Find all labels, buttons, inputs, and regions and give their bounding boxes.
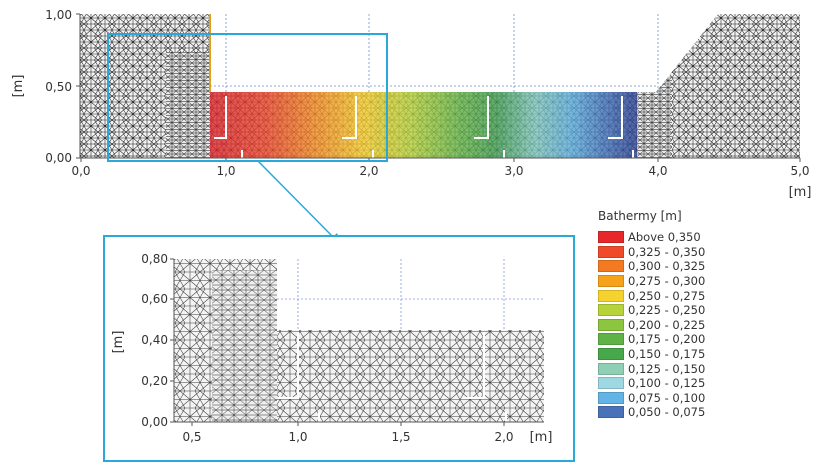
legend-label: 0,300 - 0,325 bbox=[628, 259, 706, 274]
zoom-y-tick-label: 0,80 bbox=[141, 252, 168, 266]
zoom-y-tick-label: 0,20 bbox=[141, 374, 168, 388]
zoom-gridlines bbox=[277, 259, 544, 330]
legend-label: 0,075 - 0,100 bbox=[628, 390, 706, 405]
gauge-markers bbox=[214, 96, 634, 158]
legend-swatch bbox=[598, 289, 624, 302]
legend-item: 0,200 - 0,225 bbox=[598, 318, 798, 333]
zoom-y-tick-label: 0,60 bbox=[141, 292, 168, 306]
legend-swatch bbox=[598, 362, 624, 375]
legend-item: 0,275 - 0,300 bbox=[598, 274, 798, 289]
legend-item: Above 0,350 bbox=[598, 230, 798, 245]
legend-label: Above 0,350 bbox=[628, 230, 701, 245]
legend-item: 0,250 - 0,275 bbox=[598, 288, 798, 303]
legend-label: 0,325 - 0,350 bbox=[628, 244, 706, 259]
legend-swatch bbox=[598, 348, 624, 361]
bathymetry-colour-field bbox=[210, 92, 637, 158]
zoom-coarse-zone bbox=[174, 259, 212, 422]
zoom-gauge-markers bbox=[278, 332, 507, 422]
top-x-tick-label: 0,0 bbox=[71, 164, 90, 178]
legend-label: 0,225 - 0,250 bbox=[628, 303, 706, 318]
legend-swatch bbox=[598, 231, 624, 244]
legend-items: Above 0,350 0,325 - 0,350 0,300 - 0,325 0,2… bbox=[598, 230, 798, 420]
top-x-tick-label: 1,0 bbox=[216, 164, 235, 178]
legend-swatch bbox=[598, 377, 624, 390]
zoom-tick-marks bbox=[170, 258, 505, 426]
zoom-x-tick-label: 1,0 bbox=[288, 430, 307, 444]
legend-label: 0,125 - 0,150 bbox=[628, 361, 706, 376]
legend-label: 0,100 - 0,125 bbox=[628, 376, 706, 391]
top-y-axis-label: [m] bbox=[11, 75, 26, 98]
zoom-x-tick-label: 0,5 bbox=[182, 430, 201, 444]
legend-label: 0,175 - 0,200 bbox=[628, 332, 706, 347]
zoom-y-tick-label: 0,40 bbox=[141, 333, 168, 347]
legend-item: 0,225 - 0,250 bbox=[598, 303, 798, 318]
legend-swatch bbox=[598, 275, 624, 288]
top-y-tick-label: 1,00 bbox=[45, 8, 72, 22]
zoom-x-tick-label: 2,0 bbox=[494, 430, 513, 444]
legend-swatch bbox=[598, 304, 624, 317]
legend-item: 0,325 - 0,350 bbox=[598, 245, 798, 260]
legend-swatch bbox=[598, 245, 624, 258]
legend-swatch bbox=[598, 333, 624, 346]
top-x-tick-label: 4,0 bbox=[648, 164, 667, 178]
legend-label: 0,050 - 0,075 bbox=[628, 405, 706, 420]
fine-mesh-zone bbox=[166, 52, 210, 158]
legend-label: 0,200 - 0,225 bbox=[628, 317, 706, 332]
legend-swatch bbox=[598, 318, 624, 331]
top-gridlines bbox=[210, 14, 659, 92]
top-x-tick-label: 2,0 bbox=[359, 164, 378, 178]
legend-title: Bathermy [m] bbox=[598, 209, 682, 223]
zoom-x-tick-label: 1,5 bbox=[391, 430, 410, 444]
legend-item: 0,100 - 0,125 bbox=[598, 376, 798, 391]
legend-item: 0,075 - 0,100 bbox=[598, 391, 798, 406]
fine-mesh-slope bbox=[637, 74, 672, 158]
zoom-y-axis-label: [m] bbox=[111, 331, 126, 354]
zoom-selection-box bbox=[107, 33, 388, 162]
top-x-tick-label: 5,0 bbox=[790, 164, 809, 178]
zoom-x-axis-label: [m] bbox=[530, 430, 553, 445]
bathymetry-legend: Bathermy [m] Above 0,350 0,325 - 0,350 0,3… bbox=[598, 209, 798, 420]
legend-label: 0,275 - 0,300 bbox=[628, 274, 706, 289]
legend-item: 0,300 - 0,325 bbox=[598, 259, 798, 274]
legend-item: 0,125 - 0,150 bbox=[598, 361, 798, 376]
legend-item: 0,175 - 0,200 bbox=[598, 332, 798, 347]
top-x-axis-label: [m] bbox=[789, 185, 812, 200]
legend-swatch bbox=[598, 406, 624, 419]
zoom-mesh-plot: 0,80 0,60 0,40 0,20 0,00 0,5 1,0 1,5 2,0… bbox=[111, 252, 552, 445]
top-x-tick-label: 3,0 bbox=[504, 164, 523, 178]
zoom-y-tick-label: 0,00 bbox=[141, 415, 168, 429]
legend-swatch bbox=[598, 391, 624, 404]
zoom-fine-zone bbox=[212, 270, 277, 422]
legend-label: 0,150 - 0,175 bbox=[628, 347, 706, 362]
legend-item: 0,050 - 0,075 bbox=[598, 405, 798, 420]
top-y-tick-label: 0,00 bbox=[45, 151, 72, 165]
legend-label: 0,250 - 0,275 bbox=[628, 288, 706, 303]
legend-item: 0,150 - 0,175 bbox=[598, 347, 798, 362]
top-mesh-plot: 1,00 0,50 0,00 0,0 1,0 2,0 3,0 4,0 5,0 [… bbox=[11, 8, 811, 200]
top-y-tick-label: 0,50 bbox=[45, 80, 72, 94]
legend-swatch bbox=[598, 260, 624, 273]
zoom-arrow bbox=[257, 160, 337, 241]
